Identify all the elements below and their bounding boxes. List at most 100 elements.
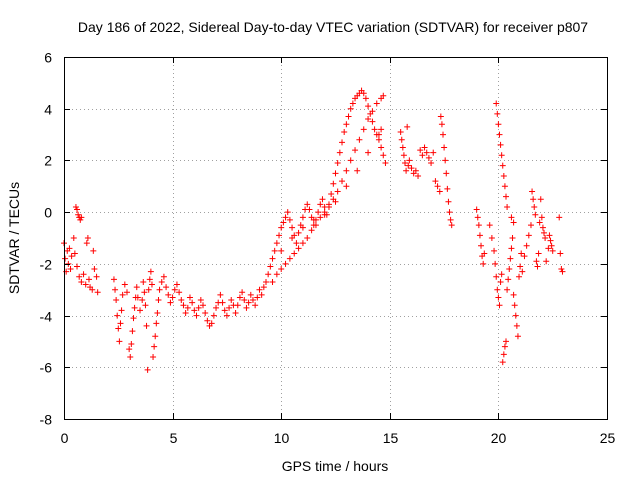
data-point [221, 307, 228, 314]
data-point [537, 196, 544, 203]
data-point [495, 294, 502, 301]
data-point [378, 144, 385, 151]
data-point [375, 136, 382, 143]
data-point [223, 312, 230, 319]
data-point [282, 260, 289, 267]
data-point [444, 185, 451, 192]
data-point [129, 328, 136, 335]
data-point [121, 281, 128, 288]
data-point [269, 255, 276, 262]
data-point [412, 167, 419, 174]
data-point [78, 214, 85, 221]
data-point [380, 152, 387, 159]
data-point [558, 266, 565, 273]
data-point [80, 271, 87, 278]
data-point [249, 297, 256, 304]
data-point [527, 222, 534, 229]
data-point [334, 160, 341, 167]
data-point [160, 273, 167, 280]
data-point [503, 338, 510, 345]
data-point [213, 304, 220, 311]
x-tick-label: 25 [600, 430, 616, 446]
data-point [430, 149, 437, 156]
data-point [169, 294, 176, 301]
data-point [369, 118, 376, 125]
data-point [339, 178, 346, 185]
y-tick-label: 2 [44, 153, 52, 169]
data-point [75, 211, 82, 218]
data-point [142, 302, 149, 309]
data-point [398, 136, 405, 143]
data-point [310, 216, 317, 223]
data-point [494, 110, 501, 117]
data-point [339, 139, 346, 146]
data-point [167, 299, 174, 306]
data-point [497, 141, 504, 148]
data-point [556, 214, 563, 221]
x-tick-labels: 0 5 10 15 20 25 [61, 430, 616, 446]
data-point [498, 271, 505, 278]
data-point [148, 281, 155, 288]
data-point [126, 346, 133, 353]
data-point [127, 353, 134, 360]
data-point [546, 232, 553, 239]
data-point [118, 307, 125, 314]
data-point [117, 320, 124, 327]
data-point [163, 284, 170, 291]
data-point [541, 229, 548, 236]
data-point [442, 157, 449, 164]
data-point [90, 247, 97, 254]
data-point [441, 144, 448, 151]
data-point [437, 113, 444, 120]
data-point [137, 307, 144, 314]
data-point [557, 250, 564, 257]
data-point [134, 294, 141, 301]
data-point [289, 224, 296, 231]
data-point [130, 315, 137, 322]
data-point [378, 126, 385, 133]
data-point [210, 312, 217, 319]
data-point [128, 341, 135, 348]
x-tick-label: 0 [61, 430, 69, 446]
data-point [533, 258, 540, 265]
y-tick-label: 6 [44, 50, 52, 66]
data-point [334, 188, 341, 195]
data-point [299, 224, 306, 231]
data-point [360, 126, 367, 133]
data-point [208, 320, 215, 327]
data-point [143, 322, 150, 329]
data-point [500, 351, 507, 358]
data-point [91, 266, 98, 273]
data-point [369, 108, 376, 115]
data-point [516, 273, 523, 280]
data-point [534, 263, 541, 270]
data-point [284, 209, 291, 216]
data-point [330, 180, 337, 187]
data-point [260, 284, 267, 291]
data-point [486, 222, 493, 229]
data-point [525, 232, 532, 239]
data-points [61, 87, 566, 373]
data-point [202, 309, 209, 316]
data-point [542, 235, 549, 241]
y-axis-label: SDTVAR / TECUs [6, 182, 22, 294]
data-point [535, 250, 542, 257]
data-point [473, 206, 480, 213]
data-point [110, 276, 117, 283]
data-point [76, 273, 83, 280]
data-point [356, 136, 363, 143]
data-point [286, 216, 293, 223]
data-point [510, 219, 517, 226]
data-point [496, 302, 503, 309]
data-point [156, 286, 163, 293]
data-point [345, 113, 352, 120]
data-point [419, 152, 426, 159]
plot-frame [64, 57, 608, 420]
data-point [508, 214, 515, 221]
data-point [228, 297, 235, 304]
data-point [219, 299, 226, 306]
data-point [548, 242, 555, 249]
data-point [476, 232, 483, 239]
data-point [397, 128, 404, 135]
data-point [500, 172, 507, 179]
